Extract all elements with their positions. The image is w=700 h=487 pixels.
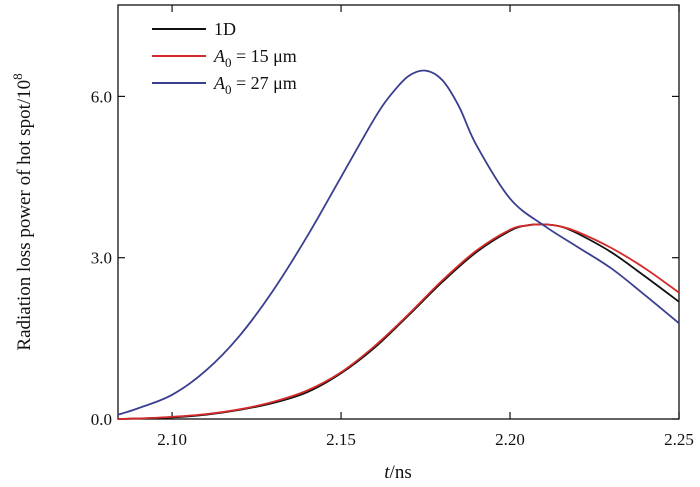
legend-entry-a0-15: A0 = 15 μm bbox=[213, 46, 297, 70]
legend-entry-1d: 1D bbox=[214, 19, 236, 39]
y-axis-label: Radiation loss power of hot spot/108 bbox=[10, 73, 35, 350]
legend-entry-a0-27: A0 = 27 μm bbox=[213, 73, 297, 97]
x-tick-label: 2.20 bbox=[495, 430, 525, 449]
series-1d-line bbox=[117, 223, 680, 420]
axis-ticks: 2.10 2.15 2.20 2.25 0.0 3.0 6.0 bbox=[91, 5, 694, 449]
series-a0-15-line bbox=[117, 223, 680, 420]
y-tick-label: 3.0 bbox=[91, 249, 112, 268]
x-tick-label: 2.25 bbox=[664, 430, 694, 449]
series-a0-27-line bbox=[117, 69, 680, 416]
y-tick-label: 6.0 bbox=[91, 87, 112, 106]
series-lines bbox=[117, 69, 680, 420]
x-tick-label: 2.10 bbox=[157, 430, 187, 449]
y-tick-label: 0.0 bbox=[91, 410, 112, 429]
x-axis-label: t/ns bbox=[384, 462, 411, 483]
legend: 1D A0 = 15 μm A0 = 27 μm bbox=[152, 19, 297, 97]
plot-frame bbox=[117, 4, 680, 420]
x-tick-label: 2.15 bbox=[326, 430, 356, 449]
